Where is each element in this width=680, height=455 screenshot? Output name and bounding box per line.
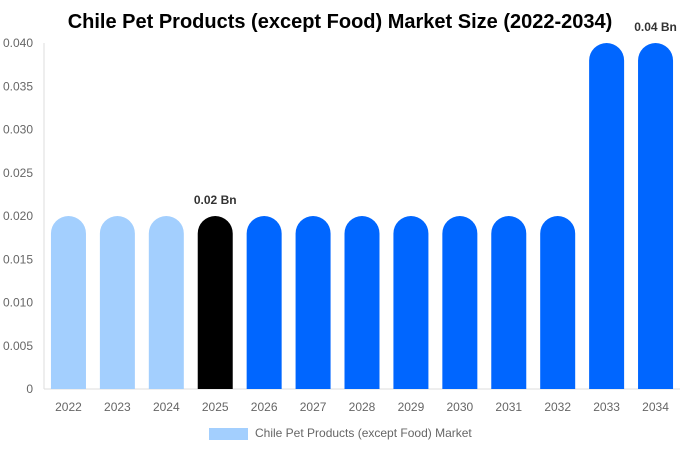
legend-swatch[interactable] — [209, 428, 248, 440]
bar-2024[interactable] — [148, 216, 184, 389]
bar-2031[interactable] — [491, 216, 527, 389]
y-tick-label: 0.040 — [3, 36, 33, 50]
x-tick-label: 2029 — [398, 400, 425, 414]
y-tick-label: 0.015 — [3, 252, 33, 266]
chart-title: Chile Pet Products (except Food) Market … — [68, 11, 613, 33]
y-tick-label: 0.030 — [3, 123, 33, 137]
bar-2033[interactable] — [589, 43, 625, 389]
x-tick-label: 2032 — [544, 400, 571, 414]
data-label: 0.04 Bn — [634, 20, 677, 34]
x-tick-label: 2033 — [593, 400, 620, 414]
bar-2025[interactable] — [197, 216, 233, 389]
bar-2022[interactable] — [50, 216, 86, 389]
bar-2027[interactable] — [295, 216, 331, 389]
y-tick-label: 0.005 — [3, 339, 33, 353]
x-tick-label: 2025 — [202, 400, 229, 414]
bar-2029[interactable] — [393, 216, 429, 389]
x-tick-label: 2028 — [349, 400, 376, 414]
x-tick-label: 2024 — [153, 400, 180, 414]
bar-2030[interactable] — [442, 216, 478, 389]
y-tick-label: 0.020 — [3, 209, 33, 223]
bar-2034[interactable] — [638, 43, 674, 389]
x-tick-label: 2034 — [642, 400, 669, 414]
y-tick-label: 0.025 — [3, 166, 33, 180]
x-tick-label: 2027 — [300, 400, 327, 414]
bar-2028[interactable] — [344, 216, 380, 389]
bar-2026[interactable] — [246, 216, 282, 389]
x-tick-label: 2026 — [251, 400, 278, 414]
bar-2032[interactable] — [540, 216, 576, 389]
x-tick-label: 2031 — [495, 400, 522, 414]
y-tick-label: 0 — [26, 382, 33, 396]
y-tick-label: 0.035 — [3, 79, 33, 93]
x-tick-label: 2022 — [55, 400, 82, 414]
legend-label[interactable]: Chile Pet Products (except Food) Market — [255, 426, 472, 440]
x-tick-label: 2023 — [104, 400, 131, 414]
data-label: 0.02 Bn — [194, 193, 237, 207]
bar-2023[interactable] — [99, 216, 135, 389]
y-tick-label: 0.010 — [3, 296, 33, 310]
x-tick-label: 2030 — [446, 400, 473, 414]
